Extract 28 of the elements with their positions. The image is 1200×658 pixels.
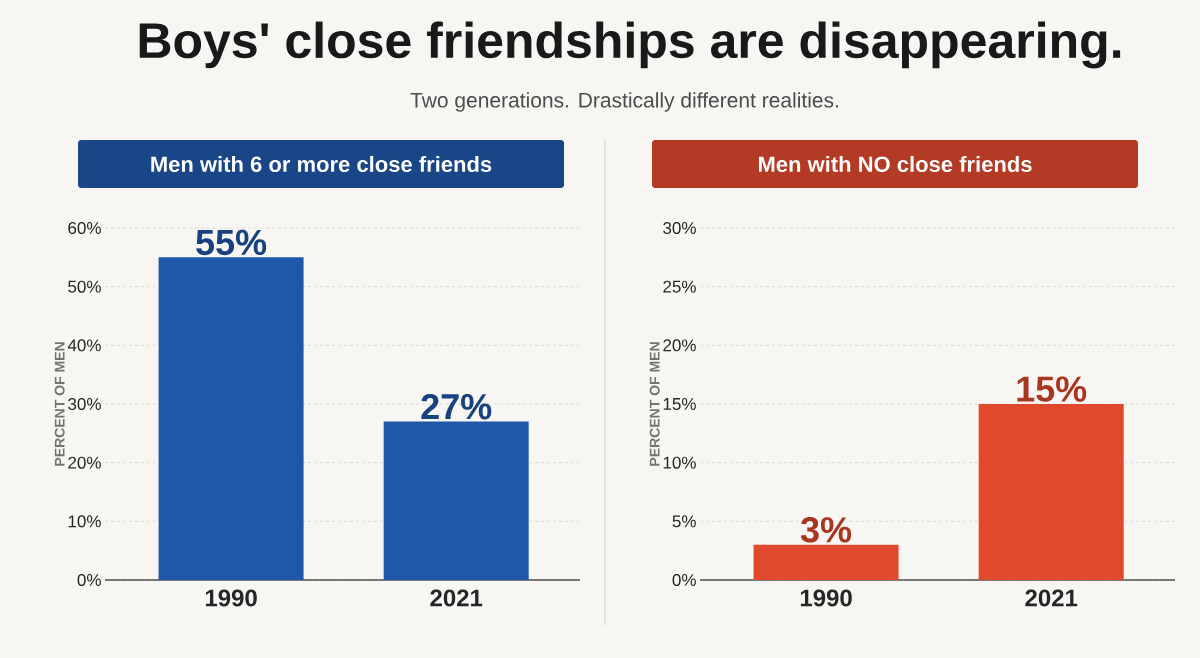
x-tick-label: 2021 xyxy=(430,589,483,607)
y-tick-label: 0% xyxy=(77,573,101,587)
y-tick-label: 60% xyxy=(68,221,101,235)
chart-title: Men with 6 or more close friends xyxy=(151,155,492,173)
y-tick-label: 0% xyxy=(672,573,696,587)
y-tick-label: 20% xyxy=(663,339,696,352)
y-tick-label: 25% xyxy=(663,280,696,293)
y-tick-label: 5% xyxy=(672,515,696,528)
y-tick-label: 30% xyxy=(68,397,101,411)
text: Two generations. Drastically different realities. xyxy=(410,92,838,112)
y-axis-title: PERCENT OF MEN xyxy=(649,342,660,466)
y-tick-label: 10% xyxy=(663,456,696,469)
y-tick-label: 10% xyxy=(68,515,101,528)
x-tick-label: 1990 xyxy=(800,589,852,607)
chart-title: Men with NO close friends xyxy=(758,155,1032,173)
data-label: 15% xyxy=(1017,376,1087,402)
y-axis-title: PERCENT OF MEN xyxy=(54,342,65,466)
y-tick-label: 50% xyxy=(68,280,101,293)
y-tick-label: 15% xyxy=(663,398,696,410)
data-label: 27% xyxy=(421,393,492,420)
y-tick-label: 20% xyxy=(68,456,101,469)
x-tick-label: 2021 xyxy=(1025,589,1078,607)
data-label: 55% xyxy=(196,229,267,256)
y-tick-label: 40% xyxy=(67,339,101,352)
y-tick-label: 30% xyxy=(663,221,696,235)
text: Boys' close friendships are disappearing. xyxy=(139,21,1121,69)
data-label: 3% xyxy=(800,517,852,543)
x-tick-label: 1990 xyxy=(205,589,257,607)
